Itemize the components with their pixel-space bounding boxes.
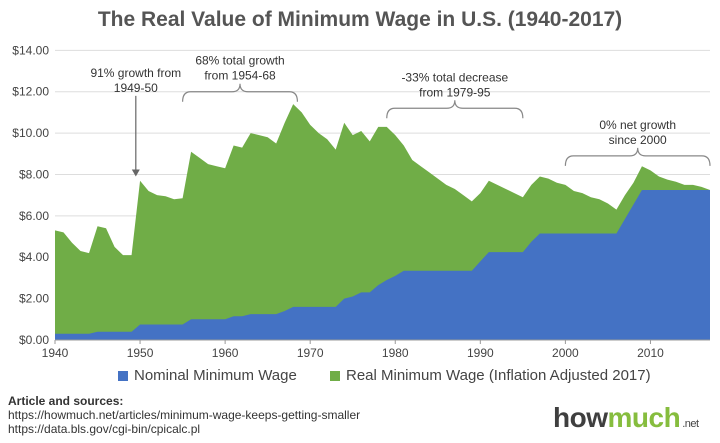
howmuch-logo: howmuch .net [553,402,699,434]
y-tick-label: $12.00 [12,85,49,99]
y-tick-label: $14.00 [12,43,49,57]
legend-swatch-real [330,370,340,381]
legend-label-nominal: Nominal Minimum Wage [134,367,297,384]
x-tick-label: 1940 [42,346,69,360]
annotation-arrowhead [131,169,140,177]
sources-heading: Article and sources: [8,394,124,408]
annotation-label: 68% total growth [195,54,284,68]
chart-title: The Real Value of Minimum Wage in U.S. (… [97,8,623,31]
annotation-bracket [386,100,524,119]
annotation-label: 1949-50 [114,81,158,95]
annotation-label: -33% total decrease [401,70,508,84]
annotation-label: 91% growth from [90,66,181,80]
annotation-label: from 1979-95 [419,85,491,99]
x-tick-label: 1960 [212,346,239,360]
legend-swatch-nominal [118,370,128,381]
logo-tld: .net [682,418,699,430]
y-tick-label: $8.00 [19,167,49,181]
source-link-article[interactable]: https://howmuch.net/articles/minimum-wag… [8,408,361,422]
x-tick-label: 1950 [127,346,154,360]
source-link-bls[interactable]: https://data.bls.gov/cgi-bin/cpicalc.pl [8,422,201,436]
x-tick-label: 2000 [552,346,579,360]
logo-part-how: how [553,402,608,433]
area-nominal-wage [55,190,710,340]
logo-part-much: much [607,402,681,433]
y-tick-label: $0.00 [19,333,49,347]
y-tick-label: $2.00 [19,292,49,306]
legend-item-nominal: Nominal Minimum Wage [118,367,297,384]
x-tick-label: 1990 [467,346,494,360]
legend-item-real: Real Minimum Wage (Inflation Adjusted 20… [330,367,651,384]
annotation-bracket [564,147,711,166]
y-tick-label: $10.00 [12,126,49,140]
annotation-label: from 1954-68 [204,69,276,83]
x-tick-label: 1980 [382,346,409,360]
sources-block: Article and sources: https://howmuch.net… [8,394,360,436]
annotation-label: since 2000 [609,133,667,147]
legend-label-real: Real Minimum Wage (Inflation Adjusted 20… [346,367,651,384]
annotation-label: 0% net growth [599,118,676,132]
annotation-bracket [181,83,299,102]
x-tick-label: 2010 [637,346,664,360]
y-tick-label: $4.00 [19,250,49,264]
y-tick-label: $6.00 [19,209,49,223]
x-tick-label: 1970 [297,346,324,360]
